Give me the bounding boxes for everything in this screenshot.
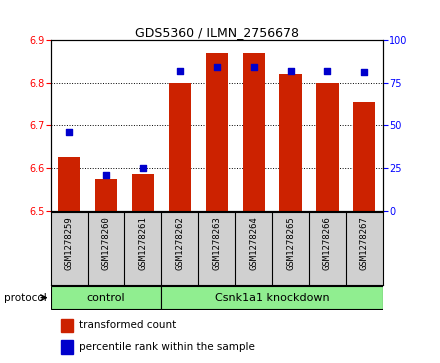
Text: Csnk1a1 knockdown: Csnk1a1 knockdown: [215, 293, 330, 303]
Text: protocol: protocol: [4, 293, 47, 303]
Bar: [353, 102, 375, 211]
FancyBboxPatch shape: [161, 286, 383, 309]
Text: GSM1278266: GSM1278266: [323, 216, 332, 270]
Text: GSM1278260: GSM1278260: [102, 216, 110, 270]
Text: GSM1278259: GSM1278259: [65, 216, 73, 270]
Text: GSM1278265: GSM1278265: [286, 216, 295, 270]
Text: transformed count: transformed count: [79, 321, 176, 330]
Title: GDS5360 / ILMN_2756678: GDS5360 / ILMN_2756678: [135, 26, 299, 39]
Point: [213, 64, 220, 70]
Bar: [95, 179, 117, 211]
Bar: [61, 340, 73, 354]
Text: GSM1278262: GSM1278262: [175, 216, 184, 270]
Bar: [205, 53, 228, 211]
Point: [66, 129, 73, 135]
Text: GSM1278267: GSM1278267: [360, 216, 369, 270]
Point: [324, 68, 331, 74]
FancyBboxPatch shape: [51, 286, 161, 309]
Text: GSM1278261: GSM1278261: [138, 216, 147, 270]
Point: [361, 69, 368, 75]
Text: percentile rank within the sample: percentile rank within the sample: [79, 342, 255, 352]
Point: [250, 64, 257, 70]
Bar: [169, 83, 191, 211]
Bar: [279, 74, 301, 211]
Point: [103, 172, 110, 178]
Bar: [61, 319, 73, 332]
Point: [287, 68, 294, 74]
Text: GSM1278264: GSM1278264: [249, 216, 258, 270]
Bar: [132, 174, 154, 211]
Bar: [242, 53, 265, 211]
Text: GSM1278263: GSM1278263: [212, 216, 221, 270]
Text: control: control: [87, 293, 125, 303]
Bar: [316, 83, 338, 211]
Point: [139, 165, 147, 171]
Point: [176, 68, 183, 74]
Bar: [58, 157, 80, 211]
